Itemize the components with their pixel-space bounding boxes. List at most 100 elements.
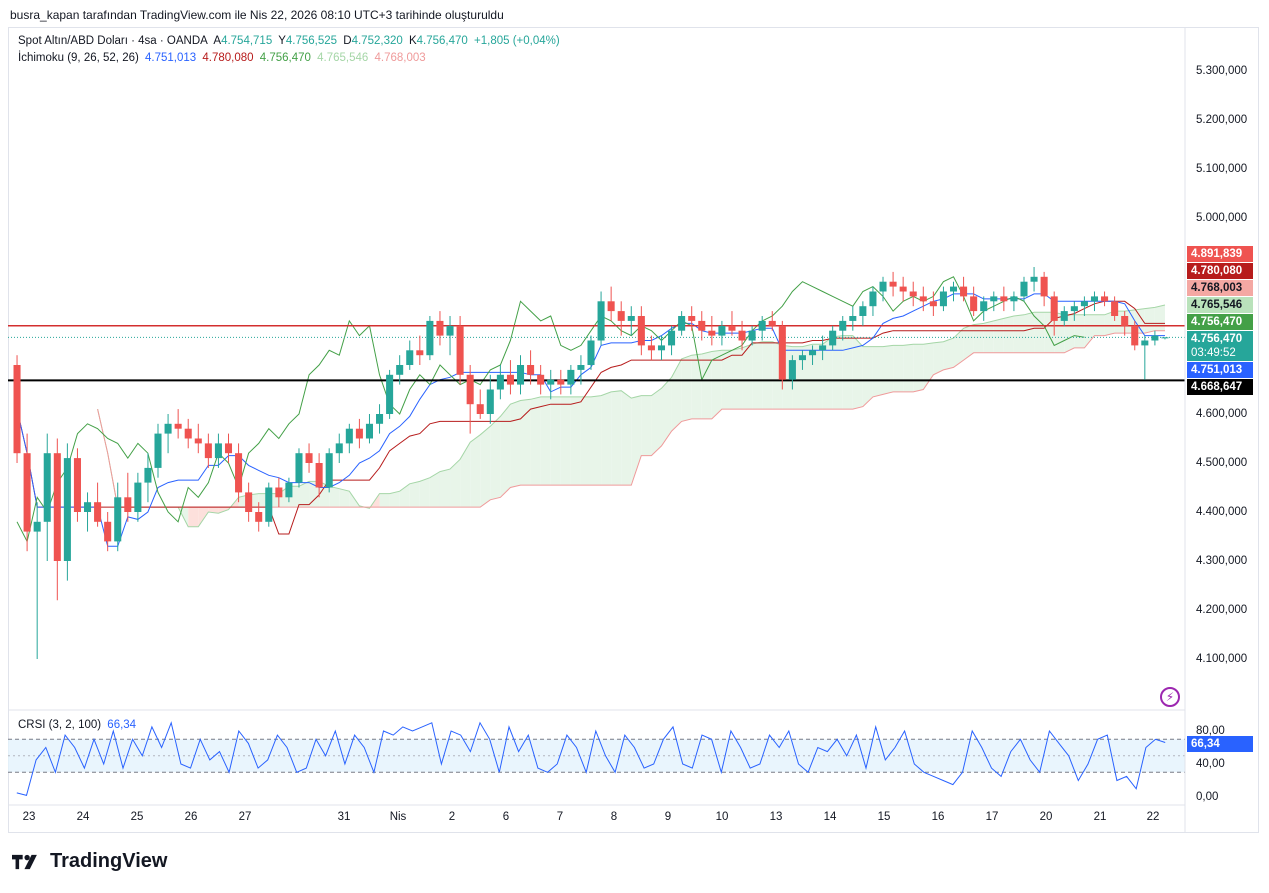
candle-body	[164, 423, 172, 434]
candle	[647, 335, 655, 361]
price-tag-span-a: 4.765,546	[1187, 297, 1253, 313]
change-value: +1,805 (+0,04%)	[474, 35, 560, 47]
candle	[94, 482, 102, 527]
price-tag-tenkan: 4.751,013	[1187, 362, 1253, 378]
candle-body	[879, 281, 887, 292]
candle	[325, 448, 333, 493]
symbol-name[interactable]: Spot Altın/ABD Doları · 4sa · OANDA	[18, 35, 208, 47]
ichimoku-legend: İchimoku (9, 26, 52, 26) 4.751,013 4.780…	[18, 52, 429, 64]
candle-body	[426, 320, 434, 356]
lightning-icon[interactable]: ⚡	[1160, 687, 1180, 707]
candle	[295, 448, 303, 488]
horizontal-levels[interactable]	[8, 325, 1185, 382]
candle	[728, 311, 736, 336]
cloud-segment	[419, 477, 430, 508]
candle	[506, 360, 514, 395]
price-tag-chikou: 4.756,470	[1187, 314, 1253, 330]
candle-body	[970, 296, 978, 312]
candle-body	[184, 428, 192, 439]
candle	[597, 291, 605, 346]
time-tick: 10	[715, 811, 729, 823]
candle	[376, 404, 384, 434]
crsi-name[interactable]: CRSI (3, 2, 100)	[18, 719, 102, 731]
cloud-segment	[339, 488, 350, 508]
candle	[214, 433, 222, 468]
candle-body	[547, 379, 555, 385]
cloud-segment	[389, 491, 400, 508]
crsi-legend-value: 66,34	[107, 719, 137, 731]
candle	[63, 443, 71, 581]
candle-body	[1050, 296, 1058, 321]
crsi-tick: 80,00	[1196, 725, 1225, 737]
candle-body	[939, 291, 947, 307]
candle-body	[1111, 301, 1119, 316]
cloud-segment	[963, 324, 974, 361]
cloud-segment	[661, 377, 672, 446]
candle	[1090, 291, 1099, 312]
candle-body	[376, 414, 384, 424]
time-tick: 21	[1093, 811, 1107, 823]
time-tick: 17	[985, 811, 999, 823]
price-tick: 5.200,000	[1196, 114, 1248, 126]
candle	[577, 355, 585, 385]
candle	[204, 433, 212, 468]
candle	[33, 502, 41, 659]
candle-body	[224, 443, 233, 454]
cloud-segment	[1034, 312, 1045, 353]
cloud-segment	[852, 335, 863, 410]
candle	[235, 443, 243, 503]
candle	[809, 345, 817, 365]
cloud-segment	[1044, 312, 1055, 353]
cloud-segment	[580, 396, 591, 486]
kijun-value: 4.780,080	[202, 52, 254, 64]
cloud-segment	[450, 459, 461, 508]
candle-body	[33, 521, 41, 532]
ichimoku-cloud	[97, 304, 1165, 527]
candle	[265, 482, 273, 527]
candle-body	[335, 443, 343, 454]
candle	[355, 418, 363, 449]
candle-body	[1141, 340, 1149, 346]
cloud-segment	[1144, 307, 1155, 334]
ichimoku-name[interactable]: İchimoku (9, 26, 52, 26)	[18, 52, 139, 64]
candle	[980, 296, 988, 321]
candle-body	[909, 291, 917, 297]
cloud-segment	[530, 396, 541, 486]
cloud-segment	[731, 347, 743, 410]
candle-body	[527, 365, 535, 375]
candle-body	[577, 365, 585, 370]
candle-body	[245, 492, 253, 512]
candle	[1101, 291, 1109, 307]
candle	[879, 276, 887, 302]
candle	[698, 311, 706, 341]
candle	[1020, 276, 1028, 302]
cloud-segment	[671, 358, 682, 432]
candle-body	[919, 296, 927, 302]
crsi-tick: 40,00	[1196, 758, 1225, 770]
open-value: 4.754,715	[221, 35, 273, 47]
price-tick: 4.100,000	[1196, 653, 1248, 665]
candle-body	[637, 316, 645, 346]
cloud-segment	[1074, 314, 1085, 348]
span-b-value: 4.768,003	[374, 52, 426, 64]
time-tick: 9	[664, 811, 672, 823]
cloud-segment	[591, 395, 602, 486]
candle-body	[949, 286, 958, 292]
open-label: A	[213, 35, 222, 47]
candle-body	[809, 350, 817, 356]
candle	[748, 325, 756, 346]
candle-body	[1080, 301, 1088, 307]
cloud-segment	[550, 396, 561, 486]
candle-body	[889, 281, 897, 287]
cloud-segment	[933, 341, 944, 375]
cloud-segment	[872, 346, 884, 397]
candle-body	[738, 330, 746, 341]
candle-body	[43, 453, 51, 522]
candle	[365, 414, 373, 444]
cloud-segment	[439, 469, 451, 508]
candle	[970, 286, 978, 316]
cloud-segment	[742, 344, 753, 410]
cloud-segment	[681, 355, 692, 422]
cloud-segment	[510, 400, 521, 488]
